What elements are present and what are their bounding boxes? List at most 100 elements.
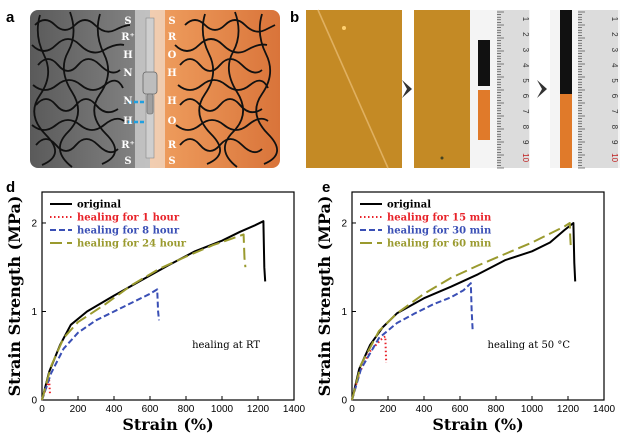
series-line-healing-for-15-min [351,335,388,401]
ruler [497,10,529,168]
x-tick-label: 1400 [593,404,616,415]
ruler-number: 3 [610,48,619,53]
chem-label-right: S [168,16,175,27]
panel-b-letter: b [290,9,299,26]
arrow-c-icon [537,80,547,98]
ruler-number: 8 [610,125,619,130]
y-tick-label: 1 [31,307,37,318]
ruler-number: 9 [521,140,530,145]
y-axis-title: Strain Strength (MPa) [315,196,334,397]
black-sample [478,40,490,86]
x-tick-label: 800 [178,404,195,415]
x-tick-label: 1000 [521,404,544,415]
ruler-number: 5 [610,78,619,83]
ruler-number: 7 [521,109,530,114]
ruler-ticks: 1 2 3 4 5 6 7 8 9 10 [578,11,619,169]
x-tick-label: 0 [349,404,355,415]
chart-annotation: healing at RT [192,340,260,351]
orange-rubber-block [150,10,280,168]
plot-frame [41,191,295,401]
ruler-number: 5 [521,78,530,83]
chem-label-right: H [167,68,176,79]
ruler-number: 2 [521,32,530,37]
x-tick-label: 200 [380,404,397,415]
chem-label-right: R [168,140,177,151]
polymer-network-illustration [30,10,280,168]
chart-annotation: healing at 50 °C [488,340,571,351]
chem-label-left: H [123,50,132,61]
legend-label: healing for 8 hour [77,226,180,237]
x-tick-label: 800 [488,404,505,415]
plot-frame [351,191,605,401]
micrograph-before [306,9,402,169]
polymer-chains [31,11,278,168]
ruler-number: 7 [610,109,619,114]
ruler-number: 4 [610,63,619,68]
legend-label: healing for 1 hour [77,213,180,224]
chem-label-right: O [168,50,177,61]
series-line-healing-for-24-hour [41,233,247,401]
x-tick-label: 600 [452,404,469,415]
legend-label: original [387,200,431,211]
chem-label-left: S [124,16,131,27]
micrograph-speck [440,156,444,160]
y-tick-label: 2 [31,218,37,229]
micrograph-speck [342,26,346,30]
y-tick-label: 0 [341,396,347,407]
ruler-number: 9 [610,140,619,145]
legend-label: original [77,200,121,211]
x-axis-title: Strain (%) [122,415,213,434]
series-line-healing-for-30-min [351,282,474,401]
x-tick-label: 1000 [211,404,234,415]
y-tick-label: 2 [341,218,347,229]
ruler-number: 1 [521,17,530,22]
ruler-number: 3 [521,48,530,53]
chem-label-left: N [123,96,132,107]
ruler [578,10,618,168]
ruler-number: 1 [610,17,619,22]
scratch-line [317,9,389,169]
zipper-slider [142,71,158,95]
ruler-number: 6 [610,94,619,99]
legend-label: healing for 15 min [387,213,492,224]
ruler-number: 8 [521,125,530,130]
legend-label: healing for 24 hour [77,239,187,250]
ruler-number: 10 [610,153,619,162]
chem-label-left: R⁺ [121,32,135,43]
y-axis-title: Strain Strength (MPa) [5,196,24,397]
series-line-original [351,222,577,401]
panel-e-letter: e [322,179,330,196]
chem-label-right: R [168,32,177,43]
x-tick-label: 0 [39,404,45,415]
chem-label-left: S [124,156,131,167]
chem-label-right: H [167,96,176,107]
legend-label: healing for 60 min [387,239,492,250]
series-line-healing-for-1-hour [41,379,52,401]
chem-label-left: H [123,116,132,127]
legend-label: healing for 30 min [387,226,492,237]
x-tick-label: 200 [70,404,87,415]
series-line-healing-for-60-min [351,222,572,401]
series-line-healing-for-8-hour [41,288,160,401]
ruler-ticks: 1 2 3 4 5 6 7 8 9 10 [497,11,530,169]
orange-sample [478,90,490,140]
x-tick-label: 1400 [283,404,306,415]
chem-label-left: R⁺ [121,140,135,151]
x-tick-label: 400 [106,404,123,415]
x-tick-label: 400 [416,404,433,415]
x-tick-label: 1200 [557,404,580,415]
micrograph-before-image [306,10,402,168]
black-sample [560,10,572,94]
chem-label-left: N [123,68,132,79]
panel-d: d 0 200 400 600 800 1000 1200 1400 0 1 2 Strain (%)… [5,179,306,434]
x-tick-label: 1200 [247,404,270,415]
panel-a: a [6,9,280,168]
orange-sample [560,94,572,168]
arrow-b-icon [402,80,412,98]
x-axis-title: Strain (%) [432,415,523,434]
chem-label-right: O [168,116,177,127]
panel-d-letter: d [6,179,15,196]
